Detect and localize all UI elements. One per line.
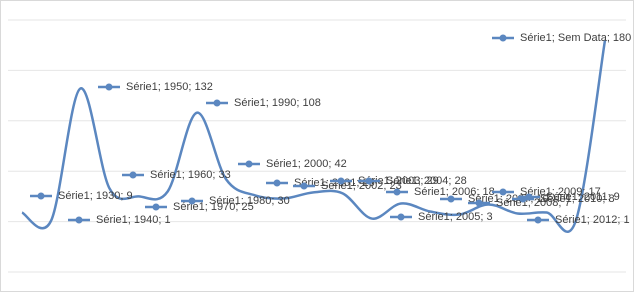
label-key-dot <box>213 99 221 107</box>
data-label: Série1; 2004; 28 <box>386 175 467 187</box>
data-label: Série1; 1960; 33 <box>150 169 231 181</box>
data-label: Série1; 1990; 108 <box>234 97 321 109</box>
label-key-dot <box>534 216 542 224</box>
data-label: Série1; 2009; 17 <box>520 186 601 198</box>
data-label: Série1; Sem Data; 180 <box>520 32 631 44</box>
label-key-dot <box>365 177 373 185</box>
label-key-dot <box>75 216 83 224</box>
data-label: Série1; 2003; 29 <box>358 175 439 187</box>
label-key-dot <box>475 199 483 207</box>
label-key-dot <box>397 213 405 221</box>
label-key-dot <box>188 197 196 205</box>
label-key-dot <box>245 160 253 168</box>
label-key-dot <box>525 193 533 201</box>
label-key-dot <box>105 83 113 91</box>
data-label: Série1; 2005; 3 <box>418 211 493 223</box>
label-key-dot <box>152 203 160 211</box>
data-label: Série1; 2000; 42 <box>266 158 347 170</box>
label-key-dot <box>129 171 137 179</box>
data-label: Série1; 2006; 18 <box>414 186 495 198</box>
label-key-dot <box>499 34 507 42</box>
data-label: Série1; 1950; 132 <box>126 81 213 93</box>
data-label: Série1; 2010; 8 <box>540 193 615 205</box>
label-key-dot <box>273 179 281 187</box>
data-label: Série1; 2011; 9 <box>546 191 620 203</box>
label-key-dot <box>300 182 308 190</box>
label-key-dot <box>37 192 45 200</box>
label-key-dot <box>337 177 345 185</box>
data-label: Série1; 1930; 9 <box>58 190 133 202</box>
label-key-dot <box>447 195 455 203</box>
data-label: Série1; 2012; 1 <box>555 214 630 226</box>
label-key-dot <box>499 188 507 196</box>
data-label: Série1; 1980; 30 <box>209 195 290 207</box>
series-line <box>21 39 607 233</box>
data-label: Série1; 1940; 1 <box>96 214 171 226</box>
label-key-dot <box>393 188 401 196</box>
